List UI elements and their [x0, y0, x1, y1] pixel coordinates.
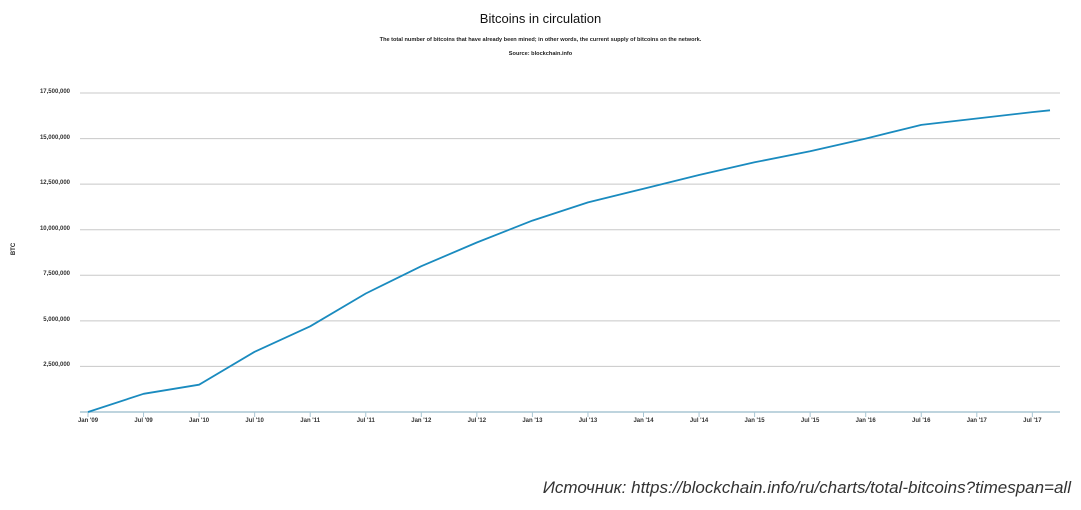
gridlines [80, 92, 1060, 367]
x-tick-label: Jul '09 [134, 418, 153, 424]
x-tick-label: Jan '17 [966, 418, 987, 424]
y-tick-label: 17,500,000 [39, 89, 70, 95]
x-tick-label: Jan '11 [300, 418, 321, 424]
series-line-btc [87, 109, 1051, 413]
y-tick-label: 2,500,000 [43, 362, 70, 369]
x-tick-label: Jan '13 [522, 418, 543, 424]
y-tick-label: 5,000,000 [43, 316, 70, 323]
x-tick-label: Jul '13 [578, 418, 598, 424]
x-tick-label: Jul '11 [356, 418, 375, 424]
x-tick-label: Jul '14 [689, 418, 709, 424]
x-tick-label: Jan '10 [189, 418, 210, 424]
x-tick-label: Jan '16 [855, 418, 876, 424]
y-tick-label: 10,000,000 [39, 225, 70, 232]
chart-source: Source: blockchain.info [508, 51, 573, 57]
x-tick-label: Jul '15 [800, 418, 820, 424]
x-tick-label: Jan '14 [633, 418, 654, 424]
x-tick-label: Jan '12 [411, 418, 432, 424]
x-axis-ticks [87, 412, 1033, 417]
x-tick-label: Jul '10 [245, 418, 264, 424]
x-tick-label: Jul '17 [1023, 418, 1042, 424]
y-tick-label: 15,000,000 [39, 134, 70, 141]
x-tick-label: Jan '09 [77, 418, 99, 424]
y-tick-label: 12,500,000 [39, 180, 70, 187]
chart-title: Bitcoins in circulation [479, 11, 602, 26]
chart-subtitle: The total number of bitcoins that have a… [379, 37, 702, 43]
x-tick-label: Jan '15 [744, 418, 765, 424]
y-tick-label: 7,500,000 [43, 271, 70, 278]
x-tick-label: Jul '16 [912, 418, 931, 424]
source-footnote: Источник: https://blockchain.info/ru/cha… [542, 478, 1071, 497]
x-tick-label: Jul '12 [467, 418, 487, 424]
